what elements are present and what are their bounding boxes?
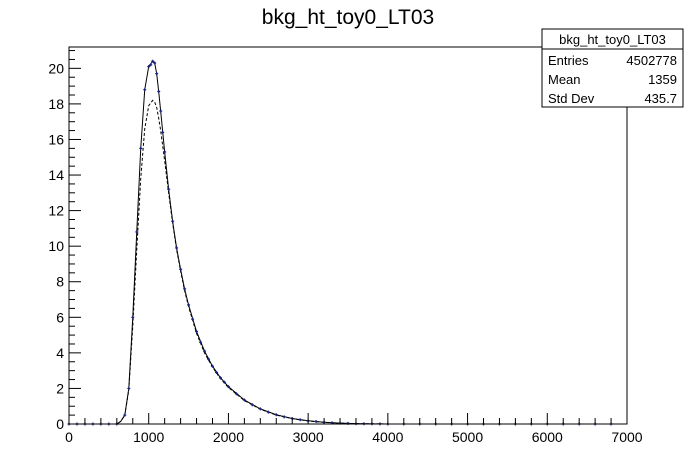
chart-title: bkg_ht_toy0_LT03 <box>262 6 434 29</box>
y-tick-label: 14 <box>48 167 64 183</box>
y-tick-label: 6 <box>56 309 64 325</box>
y-tick-label: 12 <box>48 203 64 219</box>
stats-row-label: Mean <box>548 72 581 87</box>
y-tick-label: 10 <box>48 238 64 254</box>
stats-row-value: 435.7 <box>644 91 677 106</box>
x-tick-label: 4000 <box>372 429 403 445</box>
y-tick-label: 0 <box>56 416 64 432</box>
series-line-dashed <box>69 99 627 425</box>
x-tick-label: 5000 <box>452 429 483 445</box>
stats-title: bkg_ht_toy0_LT03 <box>559 32 666 47</box>
x-tick-label: 7000 <box>611 429 642 445</box>
plot-frame <box>68 46 628 425</box>
stats-row-value: 1359 <box>648 72 677 87</box>
stats-row-label: Entries <box>548 53 589 68</box>
stats-row-value: 4502778 <box>626 53 677 68</box>
y-tick-label: 18 <box>48 96 64 112</box>
series-line-solid <box>69 60 627 425</box>
y-tick-label: 8 <box>56 274 64 290</box>
x-tick-label: 6000 <box>532 429 563 445</box>
y-tick-label: 16 <box>48 131 64 147</box>
stats-row-label: Std Dev <box>548 91 595 106</box>
x-tick-label: 1000 <box>133 429 164 445</box>
stats-box: bkg_ht_toy0_LT03 Entries 4502778 Mean 1359 St… <box>541 28 684 108</box>
stats-box-frame <box>541 28 684 108</box>
x-tick-label: 2000 <box>213 429 244 445</box>
y-tick-label: 2 <box>56 380 64 396</box>
y-tick-label: 20 <box>48 60 64 76</box>
y-tick-label: 4 <box>56 345 64 361</box>
axes: 0 1000 2000 3000 4000 5000 6000 7000 0 2 4 6 8 10 12 14… <box>48 46 643 445</box>
x-tick-label: 3000 <box>293 429 324 445</box>
x-tick-label: 0 <box>65 429 73 445</box>
